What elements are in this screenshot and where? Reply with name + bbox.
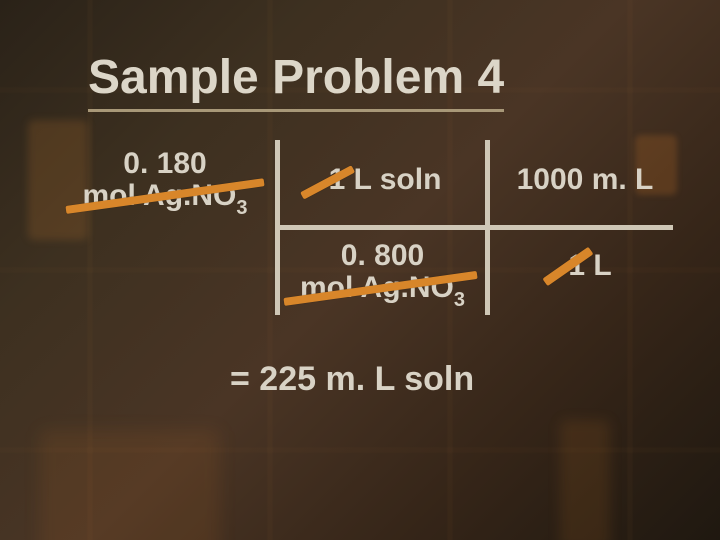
value: 0. 800 [341, 239, 424, 272]
subscript: 3 [454, 289, 465, 311]
grid-horizontal-divider [278, 225, 673, 230]
value: 0. 180 [123, 147, 206, 180]
dimensional-analysis-grid: 0. 180 mol Ag.NO3 1 L soln 1000 m. L 0. … [70, 140, 670, 320]
result-text: = 225 m. L soln [230, 360, 660, 399]
slide: Sample Problem 4 0. 180 mol Ag.NO3 1 L s… [0, 0, 720, 540]
cell-milliliters: 1000 m. L [500, 164, 670, 196]
subscript: 3 [236, 197, 247, 219]
slide-title: Sample Problem 4 [88, 50, 504, 112]
